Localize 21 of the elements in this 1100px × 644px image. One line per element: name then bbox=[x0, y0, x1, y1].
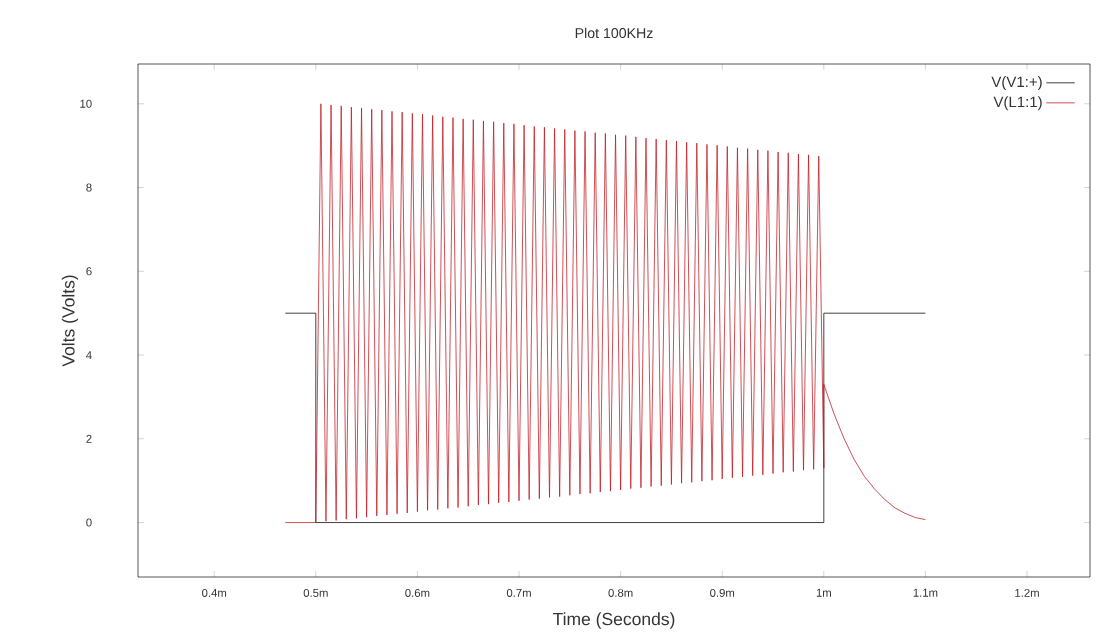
line-series bbox=[284, 103, 926, 523]
chart-title: Plot 100KHz bbox=[575, 27, 653, 39]
x-axis-title: Time (Seconds) bbox=[552, 612, 675, 629]
y-tick-label: 8 bbox=[86, 183, 92, 192]
x-tick-label: 0.9m bbox=[710, 588, 735, 597]
y-tick-label: 2 bbox=[86, 434, 92, 443]
x-tick-label: 1m bbox=[816, 588, 831, 597]
legend-label: V(V1:+) bbox=[991, 76, 1042, 91]
y-tick-label: 4 bbox=[86, 351, 92, 359]
y-tick-label: 10 bbox=[80, 99, 92, 108]
y-axis-title: Volts (Volts) bbox=[61, 275, 79, 367]
x-tick-label: 0.7m bbox=[506, 588, 531, 597]
x-tick-label: 0.6m bbox=[405, 588, 430, 597]
x-tick-label: 1.2m bbox=[1015, 588, 1039, 597]
x-tick-label: 0.8m bbox=[608, 588, 633, 597]
x-tick-label: 1.1m bbox=[913, 588, 938, 597]
y-tick-label: 0 bbox=[86, 518, 92, 527]
x-tick-label: 0.5m bbox=[303, 588, 328, 597]
x-tick-label: 0.4m bbox=[202, 588, 227, 597]
legend-label: V(L1:1) bbox=[993, 96, 1042, 111]
y-tick-label: 6 bbox=[86, 267, 92, 276]
